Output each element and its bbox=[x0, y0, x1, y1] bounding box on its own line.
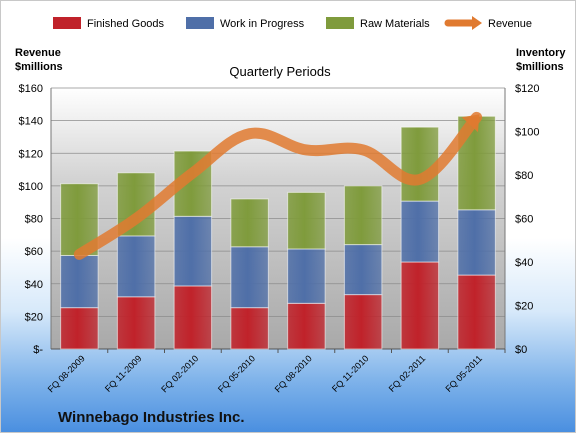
bar-work-in-progress bbox=[116, 235, 156, 298]
y-right-tick-label: $40 bbox=[515, 257, 533, 269]
legend-swatch-arrow bbox=[472, 16, 482, 30]
x-tick-label: FQ 11-2010 bbox=[330, 353, 371, 394]
chart-footer-title: Winnebago Industries Inc. bbox=[58, 409, 245, 426]
x-tick-label: FQ 02-2010 bbox=[159, 353, 200, 394]
y-left-tick-label: $80 bbox=[25, 214, 43, 226]
y-right-tick-label: $100 bbox=[515, 127, 539, 139]
bar-finished-goods bbox=[173, 285, 213, 350]
line-revenue-arrowhead bbox=[461, 114, 480, 133]
bar-finished-goods bbox=[230, 307, 269, 350]
bar-raw-materials bbox=[343, 185, 383, 246]
y-left-axis-title: Revenue bbox=[15, 47, 61, 59]
bar-finished-goods bbox=[287, 302, 326, 350]
bar-raw-materials bbox=[287, 191, 326, 250]
bar-finished-goods bbox=[343, 294, 383, 350]
legend-label: Raw Materials bbox=[360, 18, 430, 30]
legend-label: Finished Goods bbox=[87, 18, 165, 30]
bar-finished-goods bbox=[60, 307, 99, 350]
y-left-tick-label: $120 bbox=[19, 148, 43, 160]
legend-label: Revenue bbox=[488, 18, 532, 30]
x-tick-label: FQ 08-2009 bbox=[46, 353, 87, 394]
y-left-tick-label: $160 bbox=[19, 83, 43, 95]
bar-work-in-progress bbox=[457, 209, 496, 276]
bar-finished-goods bbox=[457, 274, 496, 350]
bar-work-in-progress bbox=[400, 200, 440, 263]
bar-work-in-progress bbox=[230, 246, 269, 309]
bar-finished-goods bbox=[116, 296, 156, 350]
legend-label: Work in Progress bbox=[220, 18, 305, 30]
y-left-tick-label: $40 bbox=[25, 279, 43, 291]
x-tick-label: FQ 02-2011 bbox=[387, 353, 428, 394]
legend-swatch bbox=[53, 17, 81, 29]
bar-work-in-progress bbox=[287, 248, 326, 304]
legend-swatch bbox=[186, 17, 214, 29]
y-right-tick-label: $60 bbox=[515, 214, 533, 226]
y-right-tick-label: $80 bbox=[515, 170, 533, 182]
legend-swatch bbox=[326, 17, 354, 29]
x-tick-label: FQ 11-2009 bbox=[103, 353, 144, 394]
x-tick-label: FQ 05-2011 bbox=[443, 353, 484, 394]
y-right-tick-label: $20 bbox=[515, 301, 533, 313]
bar-raw-materials bbox=[230, 198, 269, 248]
y-left-tick-label: $60 bbox=[25, 246, 43, 258]
bar-work-in-progress bbox=[343, 244, 383, 296]
y-left-tick-label: $140 bbox=[19, 116, 43, 128]
y-right-axis-title: $millions bbox=[516, 61, 564, 73]
y-left-tick-label: $- bbox=[33, 344, 43, 356]
y-left-axis-title: $millions bbox=[15, 61, 63, 73]
bar-work-in-progress bbox=[173, 215, 213, 287]
chart-subtitle: Quarterly Periods bbox=[229, 64, 331, 79]
x-tick-label: FQ 05-2010 bbox=[216, 353, 257, 394]
line-revenue bbox=[73, 111, 483, 260]
bar-finished-goods bbox=[400, 261, 440, 350]
y-right-tick-label: $0 bbox=[515, 344, 527, 356]
bar-work-in-progress bbox=[60, 254, 99, 309]
y-left-tick-label: $100 bbox=[19, 181, 43, 193]
y-left-tick-label: $20 bbox=[25, 311, 43, 323]
y-right-axis-title: Inventory bbox=[516, 47, 566, 59]
y-right-tick-label: $120 bbox=[515, 83, 539, 95]
x-tick-label: FQ 08-2010 bbox=[273, 353, 314, 394]
